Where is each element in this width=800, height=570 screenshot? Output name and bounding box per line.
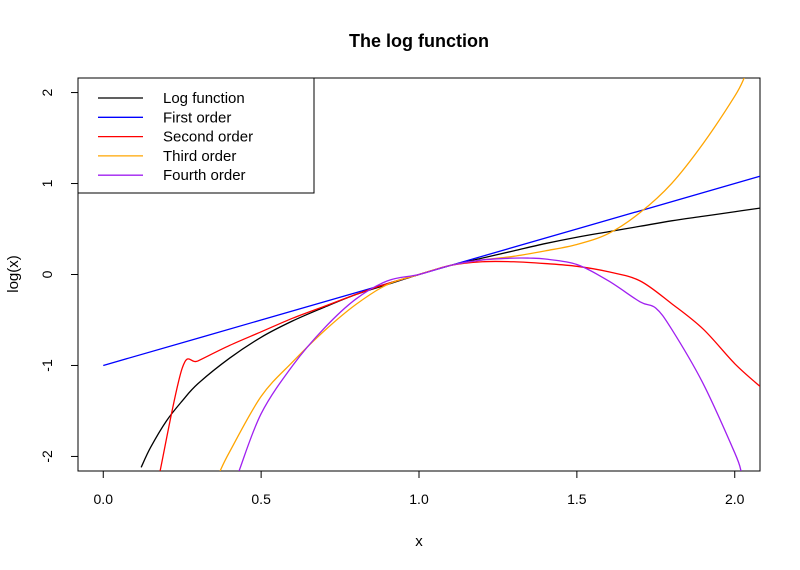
x-tick-label: 0.5 (251, 491, 271, 507)
legend-label-third-order: Third order (163, 148, 236, 165)
series-line-fourth-order (238, 257, 742, 471)
y-tick-label: 2 (39, 88, 55, 96)
x-axis-label: x (415, 533, 423, 550)
y-tick-label: -2 (39, 450, 55, 463)
legend-box (77, 77, 315, 194)
x-tick-label: 1.5 (567, 491, 587, 507)
x-tick-label: 0.0 (94, 491, 114, 507)
y-axis: -2 -1 0 1 2 (39, 88, 79, 463)
legend: Log function First order Second order Third… (77, 77, 315, 194)
chart-title: The log function (349, 31, 489, 51)
series-line-first-order (103, 175, 760, 367)
legend-label-log-function: Log function (163, 90, 245, 107)
series-line-log-function (140, 207, 760, 468)
y-tick-label: 0 (39, 270, 55, 278)
plot-lines (103, 78, 760, 471)
x-axis: 0.0 0.5 1.0 1.5 2.0 (94, 470, 745, 507)
y-tick-label: -1 (39, 359, 55, 372)
legend-label-second-order: Second order (163, 129, 253, 146)
y-axis-label: log(x) (5, 255, 22, 293)
legend-label-fourth-order: Fourth order (163, 167, 246, 184)
legend-label-first-order: First order (163, 109, 231, 126)
x-tick-label: 1.0 (409, 491, 429, 507)
y-tick-label: 1 (39, 179, 55, 187)
x-tick-label: 2.0 (725, 491, 745, 507)
